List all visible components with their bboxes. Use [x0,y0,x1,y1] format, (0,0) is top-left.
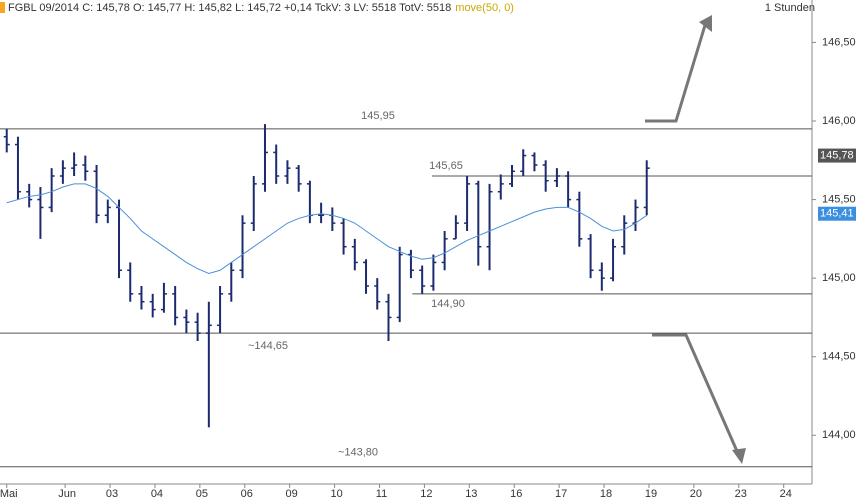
indicator-price-label: 145,41 [820,208,854,220]
x-tick-label: 04 [151,488,163,500]
x-tick-label: 06 [241,488,253,500]
y-tick-label: 144,00 [822,429,856,441]
x-tick-label: 12 [420,488,432,500]
x-tick-label: 23 [735,488,747,500]
x-tick-label: 17 [555,488,567,500]
y-tick-label: 145,00 [822,272,856,284]
x-tick-label: 10 [330,488,342,500]
x-tick-label: 11 [376,488,387,500]
level-label: ~144,65 [248,340,288,352]
y-tick-label: 145,50 [822,193,856,205]
x-tick-label: 03 [106,488,118,500]
level-label: 145,65 [429,160,463,172]
y-tick-label: 146,00 [822,115,856,127]
level-label: 145,95 [361,110,395,122]
arrow-down [652,333,742,459]
x-tick-label: 20 [690,488,702,500]
x-tick-label: 18 [600,488,612,500]
arrow-up-head [699,15,712,32]
x-tick-label: Jun [58,488,76,500]
x-tick-label: 24 [780,488,792,500]
arrow-up [645,21,708,123]
moving-average [6,183,648,274]
x-tick-label: 09 [286,488,298,500]
x-tick-label: 05 [196,488,208,500]
last-price-box [818,148,856,163]
indicator-price-box [818,206,856,221]
indicator-name: move(50, 0) [455,2,514,14]
arrow-down-head [732,448,746,464]
level-label: 144,90 [431,298,465,310]
x-tick-label: 13 [465,488,477,500]
timeframe: 1 Stunden [765,2,815,14]
x-tick-label: 19 [645,488,657,500]
level-label: ~143,80 [338,447,378,459]
symbol-marker [0,2,5,13]
x-tick-label: 16 [510,488,522,500]
y-tick-label: 144,50 [822,351,856,363]
x-tick-label: Mai [0,488,18,500]
y-tick-label: 146,50 [822,36,856,48]
header-info: FGBL 09/2014 C: 145,78 O: 145,77 H: 145,… [8,2,451,14]
last-price-label: 145,78 [820,149,854,161]
